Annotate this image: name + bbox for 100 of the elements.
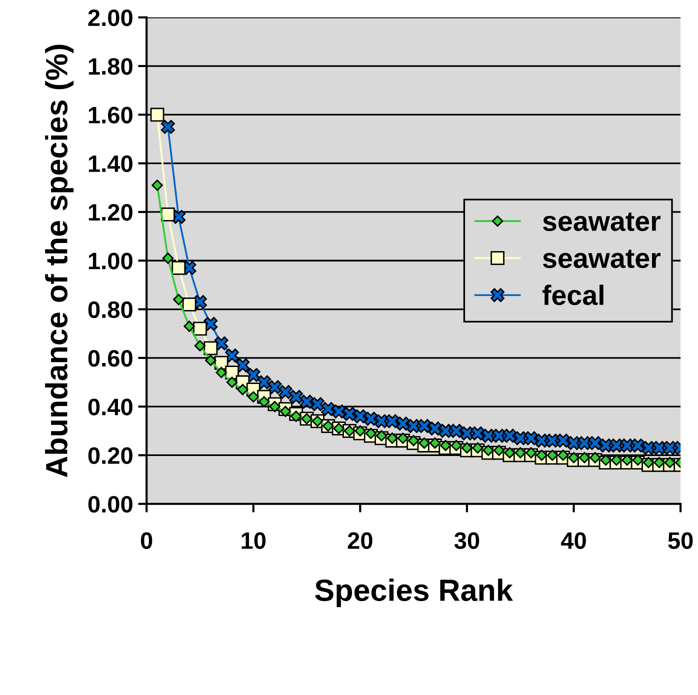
point [214, 336, 228, 350]
point [557, 450, 569, 461]
point [610, 438, 624, 452]
point [310, 397, 324, 412]
y-tick-label: 2.00 [88, 9, 132, 26]
point [160, 120, 175, 134]
point [365, 428, 376, 439]
x-tick-label: 0 [140, 532, 152, 549]
point [376, 430, 388, 442]
x-tick-label: 30 [454, 532, 480, 550]
point [385, 414, 400, 428]
point [408, 435, 420, 446]
point [493, 444, 505, 456]
y-tick-label: 1.00 [88, 252, 132, 270]
point [566, 436, 581, 450]
point [578, 452, 590, 464]
point [226, 376, 238, 388]
point [577, 436, 592, 450]
point [642, 440, 656, 455]
point [269, 400, 280, 412]
legend-label: fecal [542, 284, 604, 306]
point [525, 447, 537, 458]
x-tick-label: 10 [242, 532, 266, 549]
point [397, 432, 408, 444]
y-axis-title: Abundance of the species (%) [45, 44, 74, 478]
point [450, 440, 462, 452]
point [152, 180, 163, 191]
point [225, 348, 239, 362]
x-tick-label: 40 [560, 532, 586, 549]
point [204, 316, 218, 331]
point [492, 428, 506, 443]
point [632, 454, 644, 466]
point [268, 380, 282, 394]
point [280, 406, 292, 418]
point [160, 207, 175, 222]
point [236, 358, 250, 372]
point [237, 384, 248, 396]
point [396, 416, 410, 431]
point [514, 447, 526, 458]
point [546, 450, 558, 461]
point [364, 412, 378, 426]
point [545, 434, 560, 448]
point [598, 438, 613, 452]
point [502, 428, 517, 443]
point [205, 354, 216, 366]
point [588, 436, 602, 450]
point [600, 454, 612, 466]
point [610, 454, 622, 466]
point [534, 434, 549, 448]
point [354, 425, 366, 437]
point [342, 406, 356, 421]
point [193, 322, 207, 336]
point [664, 456, 676, 468]
point [481, 428, 496, 443]
point [184, 320, 195, 332]
point [162, 252, 174, 264]
point [428, 422, 442, 436]
point [406, 419, 421, 433]
point [622, 454, 633, 466]
point [289, 390, 304, 404]
point [470, 426, 485, 440]
y-tick-label: 1.20 [88, 204, 132, 221]
point [248, 391, 259, 402]
y-tick-label: 0.40 [88, 398, 132, 416]
point [172, 260, 186, 275]
x-tick-label: 50 [668, 532, 693, 549]
point [386, 432, 398, 444]
point [417, 419, 432, 433]
y-tick-label: 1.60 [88, 106, 132, 124]
point [321, 402, 336, 416]
point [536, 450, 548, 461]
x-tick-label: 20 [348, 532, 372, 549]
point [353, 409, 368, 424]
point [194, 340, 206, 352]
point [449, 424, 464, 438]
point [278, 385, 292, 399]
point [482, 444, 494, 456]
point [332, 404, 346, 418]
point [662, 440, 677, 455]
point [438, 424, 453, 438]
point [429, 437, 441, 449]
point [300, 394, 314, 409]
y-tick-label: 0.80 [88, 301, 132, 318]
point [654, 456, 665, 468]
point [642, 456, 654, 468]
legend-label: seawater [542, 212, 660, 232]
point [556, 434, 570, 448]
y-tick-label: 0.60 [88, 350, 132, 367]
point [150, 108, 164, 122]
point [173, 294, 184, 306]
point [216, 366, 227, 378]
point [590, 452, 601, 464]
point [513, 431, 528, 446]
point [472, 442, 484, 454]
point [461, 442, 473, 454]
x-axis-title: Species Rank [315, 578, 513, 608]
y-tick-label: 1.80 [88, 58, 132, 75]
point [504, 447, 516, 458]
y-tick-label: 0.20 [88, 447, 132, 464]
point [290, 410, 302, 422]
